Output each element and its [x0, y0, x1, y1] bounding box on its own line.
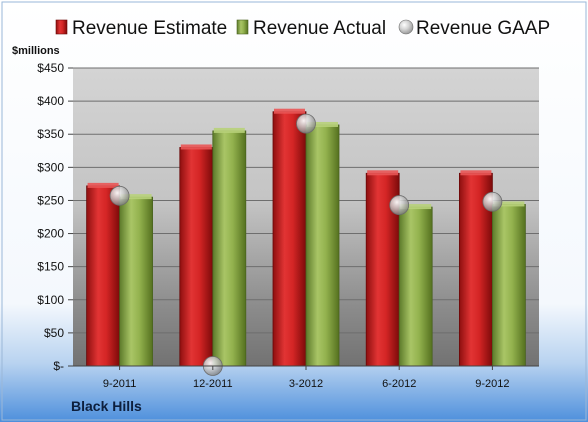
bar-revenue-actual [491, 204, 526, 367]
bar-group [491, 201, 526, 367]
company-name: Black Hills [71, 398, 142, 414]
bar-top-cap [274, 108, 305, 114]
bar-top-cap [400, 204, 432, 210]
legend-label: Revenue Actual [253, 18, 386, 39]
bar-revenue-estimate [179, 147, 214, 367]
legend-label: Revenue GAAP [416, 18, 550, 39]
x-tick-label: 6-2012 [382, 378, 416, 390]
bar-group [86, 182, 120, 367]
y-axis-label: $millions [12, 45, 60, 57]
legend-swatch-actual [236, 19, 249, 35]
y-tick-label: $200 [37, 227, 64, 241]
bar-top-cap [213, 127, 245, 133]
bar-revenue-actual [212, 130, 247, 367]
bar-group [398, 204, 433, 367]
bar-revenue-estimate [272, 111, 307, 367]
bar-group [119, 194, 153, 367]
bar-revenue-estimate [86, 185, 120, 367]
y-tick-label: $300 [37, 160, 64, 174]
bar-group [179, 144, 214, 367]
legend-label: Revenue Estimate [72, 18, 227, 39]
legend: Revenue Estimate Revenue Actual Revenue GA… [55, 18, 550, 39]
legend-swatch-estimate [55, 19, 68, 35]
bar-revenue-actual [398, 206, 433, 367]
bar-top-cap [120, 194, 152, 200]
bar-revenue-actual [305, 124, 340, 367]
bar-top-cap [87, 182, 119, 188]
bar-group [305, 121, 340, 367]
bar-revenue-actual [119, 196, 153, 367]
y-tick-label: $- [53, 359, 64, 373]
x-tick-label: 9-2012 [475, 378, 509, 390]
y-tick-label: $150 [37, 260, 64, 274]
x-tick-label: 12-2011 [193, 378, 233, 390]
bar-top-cap [460, 170, 492, 176]
marker-revenue-gaap [296, 113, 316, 134]
x-tick-label: 3-2012 [289, 378, 323, 390]
x-tick-label: 9-2011 [103, 378, 136, 390]
bar-top-cap [180, 144, 212, 150]
y-tick-label: $400 [37, 94, 64, 108]
y-tick-label: $50 [44, 326, 64, 340]
marker-revenue-gaap [389, 195, 410, 215]
legend-swatch-gaap [398, 19, 414, 35]
marker-revenue-gaap [109, 185, 130, 206]
y-tick-label: $100 [37, 293, 64, 307]
y-tick-label: $250 [37, 193, 64, 207]
y-tick-label: $450 [37, 61, 64, 75]
bar-top-cap [493, 201, 525, 207]
y-tick-label: $350 [37, 127, 64, 141]
bar-group [272, 108, 307, 367]
bar-top-cap [307, 121, 338, 127]
marker-revenue-gaap [482, 191, 503, 212]
bar-top-cap [367, 170, 399, 176]
bar-group [212, 127, 247, 367]
